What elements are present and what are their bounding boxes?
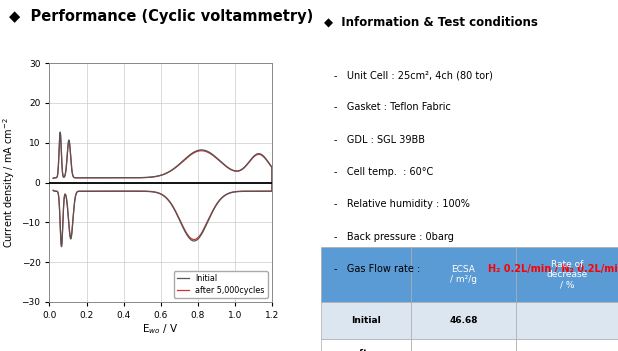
Initial <box>263 189 271 193</box>
Initial <box>57 245 65 249</box>
Line: after 5,000cycles: after 5,000cycles <box>53 133 272 245</box>
Text: Rate of
decrease
/ %: Rate of decrease / % <box>546 260 588 290</box>
Text: -   Relative humidity : 100%: - Relative humidity : 100% <box>334 199 470 209</box>
Initial <box>128 176 135 180</box>
Text: -   Gas Flow rate :: - Gas Flow rate : <box>334 264 423 274</box>
FancyBboxPatch shape <box>321 339 411 351</box>
X-axis label: E$_{wo}$ / V: E$_{wo}$ / V <box>143 323 179 337</box>
Initial <box>58 156 66 160</box>
FancyBboxPatch shape <box>516 339 618 351</box>
Initial <box>248 157 255 161</box>
Text: -   Unit Cell : 25cm², 4ch (80 tor): - Unit Cell : 25cm², 4ch (80 tor) <box>334 70 493 80</box>
Legend: Initial, after 5,000cycles: Initial, after 5,000cycles <box>174 271 268 298</box>
after 5,000cycles <box>58 157 66 161</box>
after 5,000cycles <box>57 243 65 247</box>
Text: -   Cell temp.  : 60°C: - Cell temp. : 60°C <box>334 167 433 177</box>
FancyBboxPatch shape <box>516 247 618 302</box>
FancyBboxPatch shape <box>321 247 411 302</box>
Text: after
5,000cycles: after 5,000cycles <box>337 349 396 351</box>
Initial <box>185 236 193 240</box>
FancyBboxPatch shape <box>516 302 618 339</box>
FancyBboxPatch shape <box>411 302 516 339</box>
Text: 46.68: 46.68 <box>449 316 478 325</box>
after 5,000cycles <box>128 176 135 180</box>
Text: Initial: Initial <box>351 316 381 325</box>
Initial <box>77 189 85 193</box>
Text: H₂ 0.2L/min / N₂ 0.2L/min: H₂ 0.2L/min / N₂ 0.2L/min <box>488 264 618 274</box>
Initial <box>49 188 57 193</box>
after 5,000cycles <box>185 234 193 238</box>
Y-axis label: Current density / mA cm$^{-2}$: Current density / mA cm$^{-2}$ <box>1 117 17 248</box>
after 5,000cycles <box>57 131 64 135</box>
after 5,000cycles <box>263 189 271 193</box>
FancyBboxPatch shape <box>321 302 411 339</box>
Text: -   Back pressure : 0barg: - Back pressure : 0barg <box>334 232 454 241</box>
after 5,000cycles <box>248 157 255 161</box>
Text: -   GDL : SGL 39BB: - GDL : SGL 39BB <box>334 135 425 145</box>
Initial <box>49 176 57 180</box>
after 5,000cycles <box>77 189 85 193</box>
Initial <box>57 130 64 134</box>
FancyBboxPatch shape <box>411 339 516 351</box>
FancyBboxPatch shape <box>411 247 516 302</box>
Text: ECSA
/ m²/g: ECSA / m²/g <box>450 265 477 284</box>
Text: ◆  Performance (Cyclic voltammetry): ◆ Performance (Cyclic voltammetry) <box>9 9 313 24</box>
after 5,000cycles <box>49 188 57 192</box>
after 5,000cycles <box>49 176 57 180</box>
Line: Initial: Initial <box>53 132 272 247</box>
Text: ◆  Information & Test conditions: ◆ Information & Test conditions <box>324 16 538 29</box>
Text: -   Gasket : Teflon Fabric: - Gasket : Teflon Fabric <box>334 102 451 112</box>
